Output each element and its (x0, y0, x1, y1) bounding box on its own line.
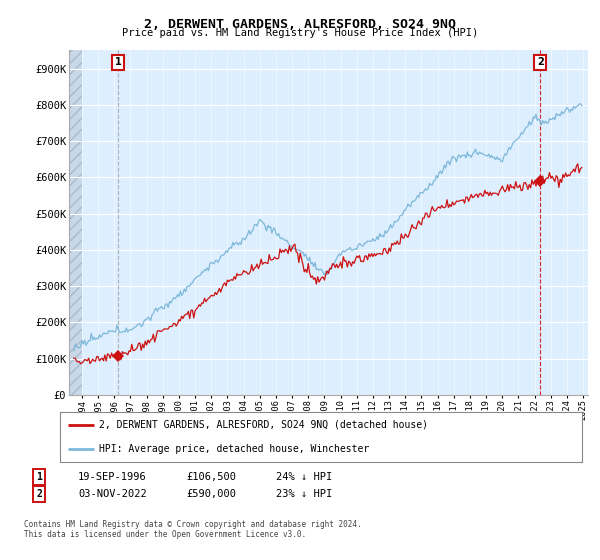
Text: 2: 2 (537, 58, 544, 67)
Text: 2, DERWENT GARDENS, ALRESFORD, SO24 9NQ: 2, DERWENT GARDENS, ALRESFORD, SO24 9NQ (144, 18, 456, 31)
Text: 1: 1 (36, 472, 42, 482)
Text: 2, DERWENT GARDENS, ALRESFORD, SO24 9NQ (detached house): 2, DERWENT GARDENS, ALRESFORD, SO24 9NQ … (99, 419, 428, 430)
Text: 03-NOV-2022: 03-NOV-2022 (78, 489, 147, 499)
Text: 23% ↓ HPI: 23% ↓ HPI (276, 489, 332, 499)
Text: Contains HM Land Registry data © Crown copyright and database right 2024.
This d: Contains HM Land Registry data © Crown c… (24, 520, 362, 539)
Text: Price paid vs. HM Land Registry's House Price Index (HPI): Price paid vs. HM Land Registry's House … (122, 28, 478, 38)
Text: 19-SEP-1996: 19-SEP-1996 (78, 472, 147, 482)
Bar (69, 50, 82, 395)
Text: £106,500: £106,500 (186, 472, 236, 482)
Text: HPI: Average price, detached house, Winchester: HPI: Average price, detached house, Winc… (99, 444, 370, 454)
Text: 1: 1 (115, 58, 121, 67)
Text: 24% ↓ HPI: 24% ↓ HPI (276, 472, 332, 482)
Text: £590,000: £590,000 (186, 489, 236, 499)
Text: 2: 2 (36, 489, 42, 499)
